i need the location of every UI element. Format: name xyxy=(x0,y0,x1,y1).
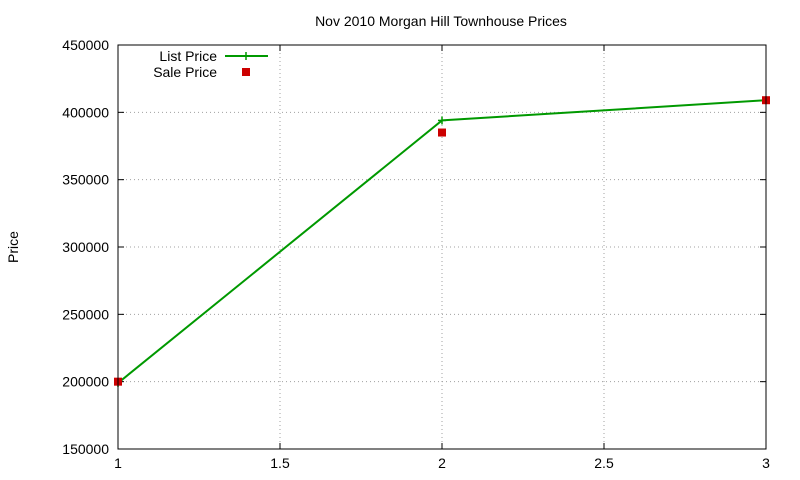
grid xyxy=(118,45,766,449)
x-tick-label: 1.5 xyxy=(270,455,290,471)
x-tick-label: 3 xyxy=(762,455,770,471)
legend-square-marker xyxy=(242,68,250,76)
list-price-point xyxy=(438,116,446,125)
y-tick-label: 450000 xyxy=(62,37,109,53)
y-tick-label: 250000 xyxy=(62,306,109,322)
y-tick-label: 300000 xyxy=(62,239,109,255)
sale-price-point xyxy=(438,128,446,137)
y-tick-label: 400000 xyxy=(62,104,109,120)
y-tick-label: 150000 xyxy=(62,441,109,457)
y-tick-label: 350000 xyxy=(62,172,109,188)
x-tick-label: 1 xyxy=(114,455,122,471)
plot-frame xyxy=(117,44,767,450)
y-axis-label: Price xyxy=(5,231,21,263)
legend-label: Sale Price xyxy=(153,64,217,80)
y-tick-label: 200000 xyxy=(62,374,109,390)
legend-plus-marker xyxy=(242,52,250,60)
legend-label: List Price xyxy=(159,48,217,64)
axis-ticks: 150000 200000 250000 300000 350000 400000 4500… xyxy=(62,37,770,471)
x-tick-label: 2.5 xyxy=(594,455,614,471)
x-tick-label: 2 xyxy=(438,455,446,471)
chart-title: Nov 2010 Morgan Hill Townhouse Prices xyxy=(315,13,567,29)
